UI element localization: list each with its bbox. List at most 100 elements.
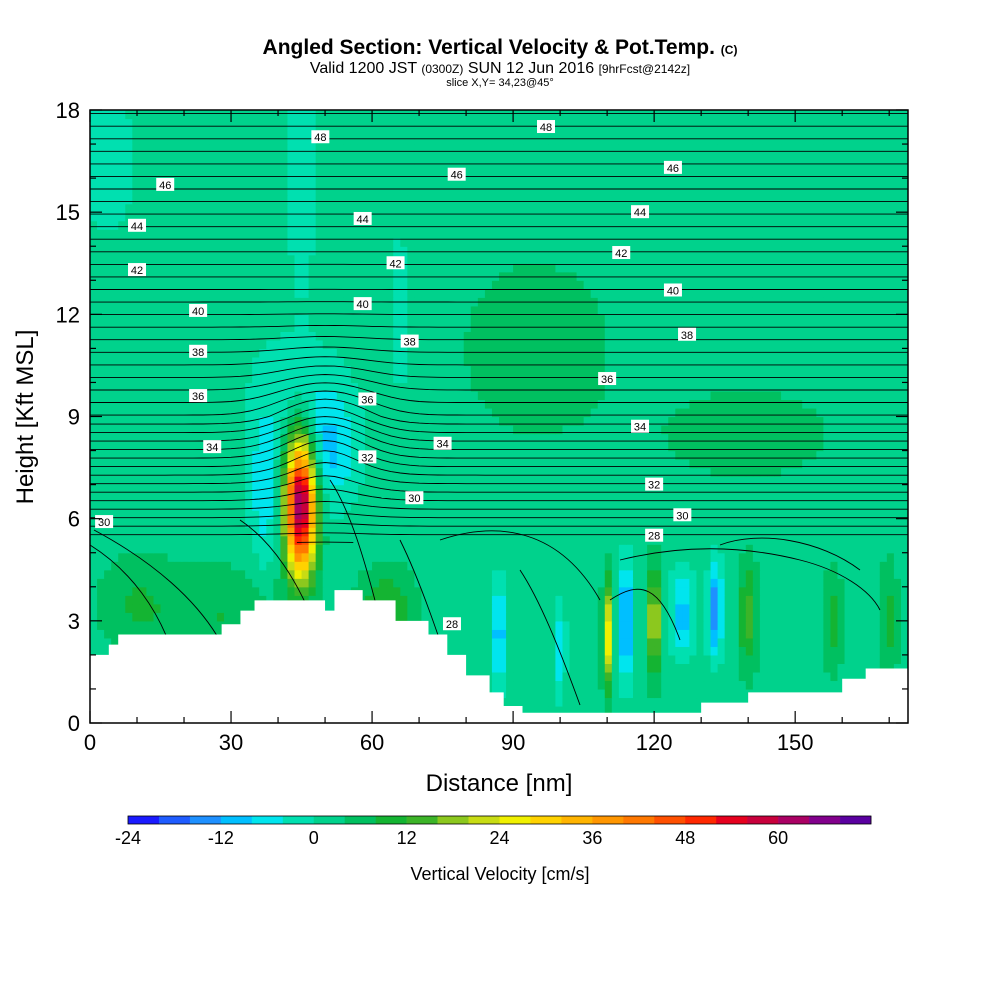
x-tick-label: 0 [84, 730, 96, 755]
colorbar-swatch [282, 816, 315, 824]
theta-label-text: 30 [98, 517, 110, 529]
theta-label: 30 [95, 515, 114, 529]
theta-label: 46 [447, 167, 466, 182]
theta-label: 36 [598, 372, 617, 386]
colorbar-label: 0 [309, 828, 319, 848]
colorbar-swatch [592, 816, 624, 824]
theta-contours [90, 113, 908, 706]
theta-label-text: 48 [314, 132, 326, 144]
colorbar-swatch [313, 816, 346, 824]
theta-label-text: 38 [681, 330, 693, 342]
colorbar-title: Vertical Velocity [cm/s] [410, 864, 589, 884]
theta-label-text: 40 [357, 299, 369, 311]
theta-label-text: 42 [389, 258, 401, 270]
theta-label: 34 [433, 436, 452, 451]
theta-label: 36 [189, 389, 208, 403]
title-suffix: (C) [720, 43, 738, 57]
colorbar-label: 48 [675, 828, 695, 848]
colorbar-swatch [468, 816, 500, 824]
theta-label-text: 46 [667, 163, 679, 175]
theta-label-text: 36 [361, 394, 373, 406]
y-tick-label: 6 [68, 507, 80, 532]
colorbar-swatch [189, 816, 222, 824]
theta-label-text: 38 [404, 337, 416, 349]
x-tick-label: 90 [501, 730, 525, 755]
colorbar-swatch [375, 816, 407, 824]
theta-label: 48 [311, 130, 330, 144]
colorbar-label: -12 [208, 828, 234, 848]
colorbar-swatch [623, 816, 655, 824]
theta-label-text: 44 [634, 207, 646, 219]
theta-label-text: 32 [648, 480, 660, 492]
theta-label: 38 [189, 344, 208, 359]
theta-label: 40 [353, 297, 372, 311]
x-tick-label: 150 [777, 730, 814, 755]
theta-label: 32 [358, 450, 377, 464]
colorbar-swatch [499, 816, 531, 824]
theta-label: 44 [353, 211, 372, 226]
theta-label-text: 42 [131, 265, 143, 277]
theta-label-text: 34 [206, 442, 218, 454]
y-tick-label: 15 [56, 200, 80, 225]
theta-label-text: 44 [357, 214, 369, 226]
theta-label-text: 28 [446, 619, 458, 631]
theta-label: 32 [645, 477, 664, 492]
colorbar-swatch [344, 816, 376, 824]
theta-label-text: 36 [192, 391, 204, 403]
colorbar-swatch [251, 816, 284, 824]
theta-label-text: 32 [361, 452, 373, 464]
theta-label: 40 [663, 283, 682, 297]
colorbar-swatch [685, 816, 717, 824]
colorbar-label: -24 [115, 828, 141, 848]
x-tick-label: 60 [360, 730, 384, 755]
colorbar-label: 60 [768, 828, 788, 848]
colorbar-label: 24 [489, 828, 509, 848]
theta-label-text: 28 [648, 531, 660, 543]
theta-label: 42 [386, 256, 405, 270]
colorbar-swatch [654, 816, 686, 824]
colorbar-swatch [220, 816, 253, 824]
colorbar-swatch [809, 816, 841, 824]
y-tick-label: 0 [68, 711, 80, 736]
valid-zulu: (0300Z) [421, 62, 464, 76]
theta-label: 46 [663, 160, 682, 175]
theta-label-text: 30 [408, 493, 420, 505]
colorbar-swatch [158, 816, 191, 824]
y-tick-label: 9 [68, 405, 80, 430]
colorbar-swatch [561, 816, 593, 824]
theta-label-text: 34 [436, 439, 448, 451]
theta-label: 42 [128, 263, 147, 277]
theta-labels: 30 34 36 38 40 42 44 46 48 48 46 46 44 44 42 42 40 40 38 38… [95, 120, 697, 631]
theta-label: 30 [673, 508, 692, 522]
y-axis-label: Height [Kft MSL] [12, 330, 39, 505]
theta-label-text: 46 [451, 170, 463, 182]
chart-title: Angled Section: Vertical Velocity & Pot.… [262, 36, 738, 59]
chart-subtitle: Valid 1200 JST (0300Z) SUN 12 Jun 2016 [… [309, 60, 691, 77]
theta-label-text: 44 [131, 221, 143, 233]
colorbar-swatch [747, 816, 779, 824]
theta-label: 44 [128, 218, 147, 233]
theta-label-text: 36 [601, 374, 613, 386]
theta-label: 38 [678, 327, 697, 342]
theta-label-text: 42 [615, 248, 627, 260]
theta-label: 28 [645, 528, 664, 543]
theta-label-text: 34 [634, 422, 646, 434]
theta-label: 46 [156, 177, 175, 192]
colorbar-swatch [840, 816, 872, 824]
theta-label: 36 [358, 392, 377, 406]
x-tick-label: 30 [219, 730, 243, 755]
y-tick-label: 12 [56, 302, 80, 327]
colorbar: -24 -12 0 12 24 36 48 60 [115, 815, 872, 848]
terrain [90, 590, 908, 723]
theta-label-text: 30 [676, 510, 688, 522]
colorbar-swatch [778, 816, 810, 824]
theta-label: 28 [442, 617, 461, 631]
y-tick-label: 18 [56, 98, 80, 123]
theta-label: 42 [612, 246, 631, 260]
theta-label: 34 [203, 440, 222, 454]
theta-label-text: 46 [159, 180, 171, 192]
y-tick-label: 3 [68, 609, 80, 634]
slice-info: slice X,Y= 34,23@45° [446, 77, 554, 89]
colorbar-swatch [406, 816, 438, 824]
